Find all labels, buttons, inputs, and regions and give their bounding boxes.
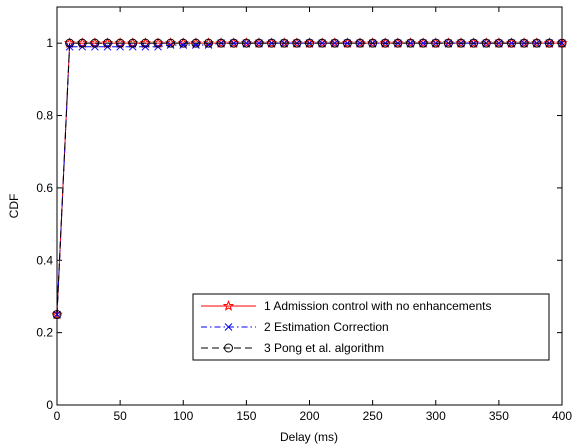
data-point xyxy=(90,38,100,48)
legend: 1 Admission control with no enhancements… xyxy=(192,293,550,361)
data-point xyxy=(267,38,277,48)
data-point xyxy=(103,38,112,48)
legend-entry-1: 1 Admission control with no enhancements xyxy=(201,299,491,313)
series-3 xyxy=(52,38,567,320)
data-point xyxy=(153,38,163,48)
x-tick-label: 50 xyxy=(113,409,127,423)
data-point xyxy=(330,38,340,48)
data-point xyxy=(368,38,378,48)
x-tick-label: 150 xyxy=(236,409,256,423)
data-point xyxy=(507,39,516,48)
data-point xyxy=(77,38,87,48)
x-axis-label: Delay (ms) xyxy=(280,430,338,444)
data-point xyxy=(456,38,466,48)
x-axis: 0 50 100 150 200 250 300 350 400 xyxy=(54,7,572,423)
y-tick-label: 0.2 xyxy=(36,326,53,340)
data-point xyxy=(305,38,314,48)
data-point xyxy=(557,38,567,48)
data-point xyxy=(495,39,503,48)
data-point xyxy=(355,38,365,48)
data-point xyxy=(179,41,188,49)
data-point xyxy=(507,38,516,48)
data-point xyxy=(431,39,440,48)
data-point xyxy=(418,38,428,48)
y-tick-label: 0.6 xyxy=(36,181,53,195)
legend-entry-3: 3 Pong et al. algorithm xyxy=(201,341,384,355)
legend-sample-1 xyxy=(201,300,256,311)
x-tick-label: 100 xyxy=(173,409,193,423)
legend-sample-2 xyxy=(201,323,256,331)
data-point xyxy=(380,38,390,48)
data-point xyxy=(191,38,201,48)
data-point xyxy=(204,41,213,49)
data-point xyxy=(241,38,251,48)
legend-sample-3 xyxy=(201,343,256,353)
data-point xyxy=(318,39,326,48)
data-point xyxy=(178,38,188,48)
data-point xyxy=(519,38,529,48)
data-point xyxy=(342,38,352,48)
y-tick-label: 0.8 xyxy=(36,109,53,123)
x-tick-label: 300 xyxy=(426,409,446,423)
data-point xyxy=(532,38,542,48)
legend-entry-2: 2 Estimation Correction xyxy=(201,320,389,334)
x-tick-label: 400 xyxy=(552,409,572,423)
y-axis: 0 0.2 0.4 0.6 0.8 1 xyxy=(36,36,562,412)
data-point xyxy=(431,38,441,48)
data-point xyxy=(204,38,213,48)
legend-label-2: 2 Estimation Correction xyxy=(264,320,389,334)
legend-label-1: 1 Admission control with no enhancements xyxy=(264,299,491,313)
data-point xyxy=(292,38,302,48)
data-point xyxy=(115,38,125,48)
data-point xyxy=(229,38,239,48)
data-point xyxy=(330,39,339,48)
legend-label-3: 3 Pong et al. algorithm xyxy=(264,341,384,355)
y-tick-label: 1 xyxy=(46,36,53,50)
x-tick-label: 250 xyxy=(363,409,383,423)
data-point xyxy=(443,38,453,48)
data-point xyxy=(419,39,427,48)
data-point xyxy=(224,343,233,353)
y-tick-label: 0.4 xyxy=(36,253,53,267)
data-point xyxy=(393,38,403,48)
y-axis-label: CDF xyxy=(7,194,21,219)
data-point xyxy=(255,39,263,48)
legend-box xyxy=(192,293,550,361)
data-point xyxy=(406,38,415,48)
data-point xyxy=(65,38,75,48)
data-point xyxy=(494,38,504,48)
data-point xyxy=(469,38,479,48)
data-point xyxy=(544,38,554,48)
data-point xyxy=(192,41,200,49)
series-layer xyxy=(51,37,568,320)
data-point xyxy=(52,310,62,320)
data-point xyxy=(242,39,251,48)
data-point xyxy=(406,39,415,48)
data-point xyxy=(128,38,138,48)
data-point xyxy=(317,38,327,48)
data-point xyxy=(279,38,289,48)
data-point xyxy=(166,38,176,48)
y-tick-label: 0 xyxy=(46,398,53,412)
data-point xyxy=(254,38,264,48)
data-point xyxy=(481,38,491,48)
data-point xyxy=(166,41,175,49)
x-tick-label: 350 xyxy=(489,409,509,423)
x-tick-label: 200 xyxy=(299,409,319,423)
data-point xyxy=(140,38,150,48)
data-point xyxy=(224,323,233,331)
x-tick-label: 0 xyxy=(54,409,61,423)
data-point xyxy=(216,38,226,48)
data-point xyxy=(222,300,235,311)
data-point xyxy=(343,39,352,48)
